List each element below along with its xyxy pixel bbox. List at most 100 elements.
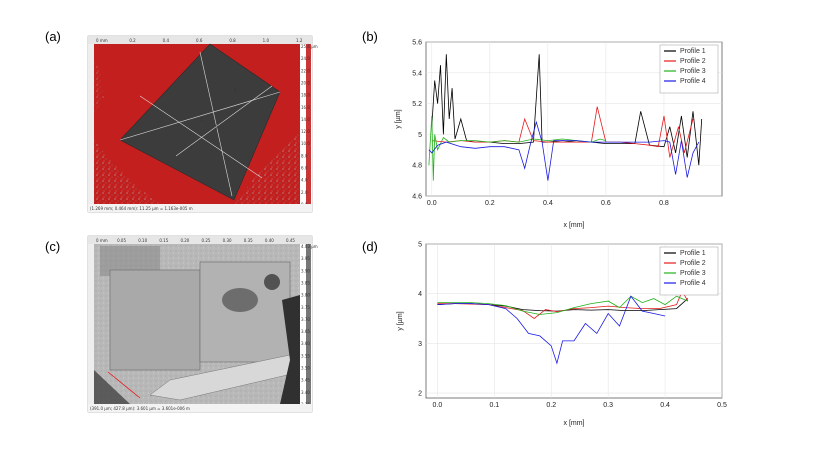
scan-scale-tick: 3.40: [301, 390, 310, 395]
scan-bar-tick: 1.0: [263, 38, 270, 43]
profile-chart-d: 0.0 0.1 0.2 0.3 0.4 0.5 2 3 4 5 x [mm] y [µm] Pro…: [397, 242, 727, 428]
scan-bar-tick: 0.6: [196, 38, 203, 43]
scan-scale-tick: 10.0: [301, 141, 310, 146]
scan-scale-tick: 16.0: [301, 105, 310, 110]
scan-a-profile-line: [119, 91, 281, 141]
y-tick-label: 3: [418, 341, 422, 348]
scan-scale-tick: 3.55: [301, 353, 310, 358]
scan-bar-tick: 0.15: [159, 238, 168, 243]
panel-label-a: (a): [45, 29, 61, 44]
scan-scale-tick: 18.0: [301, 93, 310, 98]
scan-a-profile-line: [175, 85, 273, 157]
scan-scale-tick: 12.0: [301, 129, 310, 134]
chart-b-xlabel: x [mm]: [564, 222, 585, 229]
panel-label-b: (b): [362, 29, 378, 44]
scan-bar-tick: 0.40: [265, 238, 274, 243]
scan-bar-tick: 0.8: [229, 38, 236, 43]
chart-d-ylabel: y [µm]: [397, 311, 404, 330]
scan-a-topbar: [88, 36, 312, 44]
scan-bar-tick: 0 mm: [96, 38, 108, 43]
x-tick-label: 0.8: [659, 200, 669, 207]
scan-scale-tick: 3.90: [301, 268, 310, 273]
scan-scale-tick: 14.0: [301, 117, 310, 122]
legend-entry: Profile 4: [680, 280, 706, 287]
scan-a-profile-line: [199, 51, 233, 197]
y-tick-label: 4.8: [412, 163, 422, 170]
x-tick-label: 0.3: [603, 402, 613, 409]
scan-scale-tick: 3.50: [301, 366, 310, 371]
scan-c-feature: [109, 269, 201, 371]
legend-entry: Profile 1: [680, 48, 706, 55]
y-tick-label: 5: [418, 242, 422, 249]
scan-bar-tick: 1.2: [296, 38, 303, 43]
x-tick-label: 0.6: [601, 200, 611, 207]
y-tick-label: 5.6: [412, 40, 422, 47]
x-tick-label: 0.4: [543, 200, 553, 207]
scan-a-bar-ticks: 0 mm 0.2 0.4 0.6 0.8 1.0 1.2: [96, 38, 303, 43]
legend-entry: Profile 4: [680, 78, 706, 85]
scan-scale-tick: 2.0: [301, 190, 308, 195]
scan-image-a: 0 mm 0.2 0.4 0.6 0.8 1.0 1.2 1 2 3 4 25.6 µm 24…: [87, 35, 318, 213]
scan-bar-tick: 0.05: [117, 238, 126, 243]
scan-scale-tick: 25.6 µm: [301, 44, 318, 49]
scan-a-marker: 4: [234, 87, 237, 92]
x-tick-label: 0.4: [660, 402, 670, 409]
scan-scale-tick: 3.60: [301, 341, 310, 346]
scan-bar-tick: 0.10: [138, 238, 147, 243]
scan-a-marker: 2: [215, 125, 218, 130]
panel-label-c: (c): [45, 239, 61, 254]
legend-entry: Profile 3: [680, 270, 706, 277]
scan-scale-tick: 6.0: [301, 166, 308, 171]
scan-bar-tick: 0.4: [163, 38, 170, 43]
scan-a-profile-line: [139, 95, 263, 179]
scan-a-marker: 1: [200, 117, 203, 122]
legend-entry: Profile 2: [680, 58, 706, 65]
scan-bar-tick: 0.35: [244, 238, 253, 243]
scan-bar-tick: 0.30: [223, 238, 232, 243]
legend-box: [659, 44, 719, 94]
legend-entry: Profile 2: [680, 260, 706, 267]
x-tick-label: 0.5: [717, 402, 727, 409]
scan-c-status: (391.0 µm; 427.8 µm): 3.601 µm = 3.601e-…: [90, 406, 190, 411]
scan-a-marker: 3: [190, 145, 193, 150]
series-line-4: [437, 295, 666, 365]
scan-bar-tick: 0.25: [202, 238, 211, 243]
scan-scale-tick: 4.03 µm: [301, 244, 318, 249]
scan-scale-tick: 22.0: [301, 68, 310, 73]
chart-d-xlabel: x [mm]: [564, 420, 585, 427]
x-tick-label: 0.0: [427, 200, 437, 207]
scan-bar-tick: 0.20: [180, 238, 189, 243]
x-tick-label: 0.0: [433, 402, 443, 409]
scan-scale-tick: 3.85: [301, 280, 310, 285]
series-line-4: [428, 120, 700, 181]
scan-bar-tick: 0.45: [286, 238, 295, 243]
scan-a-speckle-left: [94, 140, 160, 204]
scan-scale-tick: 3.45: [301, 378, 310, 383]
scan-scale-tick: 4.0: [301, 178, 308, 183]
scan-a-sample: [119, 43, 281, 201]
scan-scale-tick: 24.0: [301, 56, 310, 61]
series-line-3: [437, 295, 688, 315]
scan-image-c: 0 mm 0.05 0.10 0.15 0.20 0.25 0.30 0.35 0.40 0.45…: [87, 235, 318, 413]
scan-a-scale-ticks: 25.6 µm 24.0 22.0 20.0 18.0 16.0 14.0 12.0 10.0 8…: [301, 44, 318, 207]
scan-scale-tick: 3.80: [301, 293, 310, 298]
scan-c-bar-ticks: 0 mm 0.05 0.10 0.15 0.20 0.25 0.30 0.35 0.40 0.45: [96, 238, 295, 243]
x-tick-label: 0.1: [489, 402, 499, 409]
scan-scale-tick: 3.95: [301, 256, 310, 261]
scan-scale-tick: 20.0: [301, 80, 310, 85]
x-tick-label: 0.2: [485, 200, 495, 207]
scan-scale-tick: 3.70: [301, 317, 310, 322]
scan-scale-tick: 3.75: [301, 305, 310, 310]
panel-label-d: (d): [362, 239, 378, 254]
profile-chart-b: 0.0 0.2 0.4 0.6 0.8 4.6 4.8 5 5.2 5.4 5.6 x [mm] y…: [395, 40, 723, 229]
scan-c-colorbar: [306, 244, 311, 404]
scan-a-speckle-right: [235, 130, 300, 204]
scan-scale-tick: 3.65: [301, 329, 310, 334]
y-tick-label: 5: [418, 132, 422, 139]
y-tick-label: 5.4: [412, 70, 422, 77]
scan-a-status: (1.269 mm; 0.464 mm): 11.25 µm = 1.163e-…: [90, 206, 193, 211]
x-tick-label: 0.2: [546, 402, 556, 409]
legend-box: [659, 246, 719, 296]
y-tick-label: 5.2: [412, 101, 422, 108]
